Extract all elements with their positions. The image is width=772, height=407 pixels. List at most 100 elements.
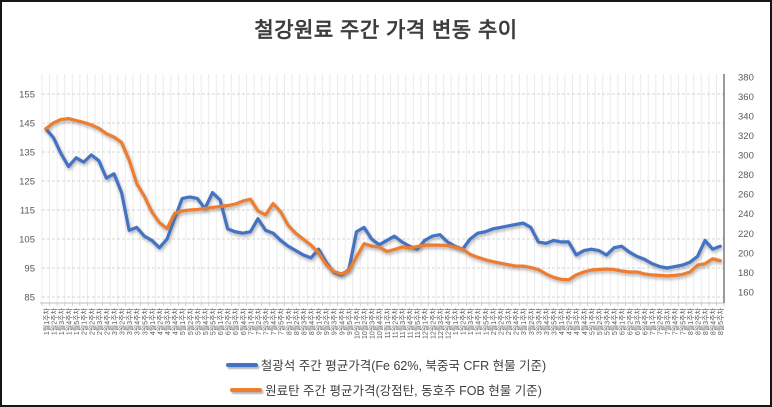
chart-title: 철강원료 주간 가격 변동 추이: [254, 19, 518, 42]
legend-item-coking-coal: 원료탄 주간 평균가격(강점탄, 동호주 FOB 현물 기준): [230, 379, 542, 400]
x-axis-tick-label: 3월2주차: [527, 307, 536, 335]
x-axis-tick-label: 2월3주차: [504, 307, 513, 335]
x-axis-tick-label: 7월4주차: [671, 307, 680, 335]
y-axis-left-tick-label: 145: [19, 118, 35, 129]
x-axis-tick-label: 12월4주차: [443, 307, 452, 339]
y-axis-right-tick-label: 160: [738, 287, 754, 298]
x-axis-tick-label: 1월2주차: [459, 307, 468, 335]
x-axis-tick-label: 3월3주차: [534, 307, 543, 335]
x-axis-tick-label: 11월2주차: [390, 307, 399, 338]
x-axis-tick-label: 2월4주차: [102, 307, 111, 335]
x-axis-tick-label: 7월2주차: [656, 307, 665, 335]
x-axis-tick-label: 8월3주차: [299, 307, 308, 335]
x-axis-tick-label: 2월2주차: [87, 307, 96, 335]
x-axis-tick-label: 3월4주차: [542, 307, 551, 335]
x-axis-tick-label: 4월1주차: [557, 307, 566, 335]
legend-item-iron-ore: 철광석 주간 평균가격(Fe 62%, 북중국 CFR 현물 기준): [225, 354, 547, 375]
x-axis-tick-label: 1월5주차: [481, 307, 490, 335]
y-axis-left-tick-label: 115: [20, 205, 35, 216]
x-axis-tick-label: 10월2주차: [360, 307, 369, 339]
x-axis-tick-label: 4월4주차: [580, 307, 589, 335]
x-axis-tick-label: 9월4주차: [337, 307, 346, 335]
y-axis-left-tick-label: 85: [24, 292, 35, 303]
x-axis-tick-label: 5월3주차: [193, 307, 202, 335]
x-axis-tick-label: 11월4주차: [406, 307, 415, 338]
x-axis-tick-label: 3월5주차: [550, 307, 559, 335]
y-axis-right-tick-label: 220: [738, 229, 754, 240]
x-axis-tick-label: 8월4주차: [307, 307, 316, 335]
x-axis-tick-label: 6월4주차: [239, 307, 248, 335]
y-axis-right-tick-label: 280: [738, 170, 754, 181]
x-axis-tick-label: 7월3주차: [663, 307, 672, 335]
y-axis-right-tick-label: 300: [738, 151, 754, 162]
legend: 철광석 주간 평균가격(Fe 62%, 북중국 CFR 현물 기준) 원료탄 주…: [2, 354, 770, 400]
x-axis-tick-label: 10월3주차: [368, 307, 377, 339]
x-axis-tick-label: 7월5주차: [678, 307, 687, 335]
x-axis-tick-label: 9월2주차: [322, 307, 331, 335]
coking-coal-line-swatch: [230, 387, 263, 392]
x-axis-tick-label: 5월1주차: [178, 307, 187, 335]
x-axis-tick-label: 6월3주차: [231, 307, 240, 335]
x-axis-tick-label: 5월1주차: [587, 307, 596, 335]
x-axis-tick-label: 8월1주차: [686, 307, 695, 335]
x-axis-tick-label: 8월4주차: [709, 307, 718, 335]
y-axis-left-tick-label: 105: [19, 234, 35, 245]
x-axis-tick-label: 11월1주차: [383, 307, 392, 338]
x-axis-tick-label: 1월5주차: [72, 307, 81, 335]
x-axis-tick-label: 1월1주차: [42, 307, 51, 335]
x-axis-tick-label: 3월1주차: [110, 307, 119, 335]
y-axis-left-tick-label: 135: [19, 147, 35, 158]
x-axis-tick-label: 4월2주차: [565, 307, 574, 335]
y-axis-right-tick-label: 320: [738, 131, 754, 142]
x-axis-tick-label: 5월2주차: [595, 307, 604, 335]
x-axis-tick-label: 1월4주차: [474, 307, 483, 335]
x-axis-tick-label: 3월3주차: [125, 307, 134, 335]
iron-ore-line-swatch: [225, 362, 258, 367]
y-axis-left-tick-label: 155: [19, 89, 35, 100]
x-axis-tick-label: 2월1주차: [80, 307, 89, 335]
x-axis-tick-label: 5월4주차: [610, 307, 619, 335]
y-axis-right-tick-label: 200: [738, 248, 754, 259]
x-axis-tick-label: 2월4주차: [512, 307, 521, 335]
x-axis-tick-label: 12월1주차: [421, 307, 430, 339]
x-axis-tick-label: 2월1주차: [489, 307, 498, 335]
iron-ore-legend-label: 철광석 주간 평균가격(Fe 62%, 북중국 CFR 현물 기준): [260, 359, 547, 373]
x-axis-tick-label: 6월3주차: [633, 307, 642, 335]
x-axis-tick-label: 8월3주차: [701, 307, 710, 335]
x-axis-tick-label: 4월1주차: [148, 307, 157, 335]
x-axis-tick-label: 11월3주차: [398, 307, 407, 338]
x-axis-tick-label: 4월3주차: [572, 307, 581, 335]
x-axis-tick-label: 5월5주차: [209, 307, 218, 335]
x-axis-tick-label: 1월3주차: [466, 307, 475, 335]
y-axis-left-tick-label: 125: [19, 176, 35, 187]
x-axis-tick-label: 7월1주차: [648, 307, 657, 335]
x-axis-tick-label: 6월1주차: [216, 307, 225, 335]
x-axis-tick-label: 4월3주차: [163, 307, 172, 335]
x-axis-tick-label: 6월2주차: [224, 307, 233, 335]
x-axis-tick-label: 10월1주차: [352, 307, 361, 339]
y-axis-right-tick-label: 380: [738, 72, 754, 83]
x-axis-tick-label: 11월5주차: [413, 307, 422, 338]
x-axis-tick-label: 8월2주차: [693, 307, 702, 335]
iron-ore-series-line: [44, 127, 722, 277]
y-axis-right-tick-label: 360: [738, 92, 754, 103]
x-axis-tick-label: 2월2주차: [496, 307, 505, 335]
x-axis-tick-label: 3월4주차: [133, 307, 142, 335]
x-axis-tick-label: 9월3주차: [330, 307, 339, 335]
x-axis-tick-label: 3월2주차: [118, 307, 127, 335]
coking-coal-series-line: [44, 116, 722, 282]
x-axis-tick-label: 9월5주차: [345, 307, 354, 335]
x-axis-tick-label: 3월1주차: [519, 307, 528, 335]
x-axis-tick-label: 2월3주차: [95, 307, 104, 335]
y-axis-right-tick-label: 240: [738, 209, 754, 220]
x-axis-tick-label: 7월5주차: [277, 307, 286, 335]
x-axis-tick-label: 12월2주차: [428, 307, 437, 339]
x-axis-tick-label: 7월2주차: [254, 307, 263, 335]
x-axis-tick-label: 6월2주차: [625, 307, 634, 335]
x-axis-tick-label: 12월3주차: [436, 307, 445, 339]
x-axis-tick-label: 6월1주차: [618, 307, 627, 335]
y-axis-left-tick-label: 95: [24, 263, 35, 274]
x-axis-tick-label: 7월1주차: [246, 307, 255, 335]
